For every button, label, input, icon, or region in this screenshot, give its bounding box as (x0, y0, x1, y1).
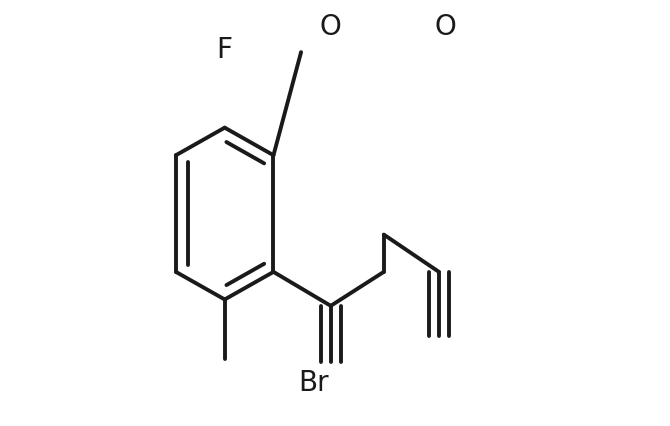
Text: O: O (320, 13, 342, 41)
Text: Br: Br (298, 368, 329, 396)
Text: F: F (216, 36, 232, 64)
Text: O: O (434, 13, 456, 41)
